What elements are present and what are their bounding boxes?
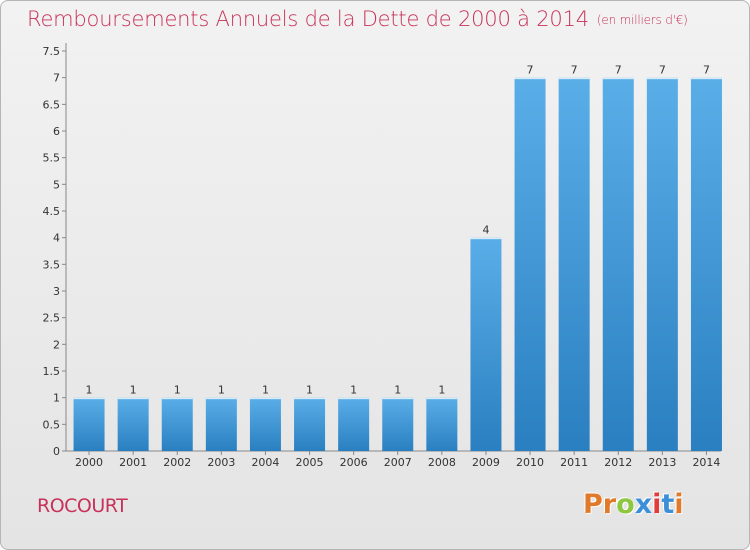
y-tick-label: 2	[53, 338, 60, 351]
y-tick-label: 6	[53, 125, 60, 138]
bar-top-highlight	[690, 77, 722, 80]
bar	[558, 77, 590, 452]
bar	[690, 77, 722, 452]
y-tick-label: 4	[53, 232, 60, 245]
logo-letter: i	[674, 489, 684, 520]
data-label: 1	[262, 384, 269, 397]
data-label: 1	[130, 384, 137, 397]
data-label: 1	[174, 384, 181, 397]
data-label: 7	[527, 64, 534, 77]
chart-subtitle: (en milliers d'€)	[596, 13, 688, 27]
y-tick-label: 7.5	[43, 45, 61, 58]
data-label: 7	[703, 64, 710, 77]
data-label: 4	[482, 224, 489, 237]
y-tick-label: 3.5	[43, 258, 61, 271]
bar	[426, 397, 458, 451]
x-tick-label: 2003	[207, 456, 235, 469]
y-tick-label: 0.5	[43, 418, 61, 431]
logo-letter: r	[602, 489, 617, 520]
x-tick-label: 2010	[516, 456, 544, 469]
data-label: 1	[394, 384, 401, 397]
bar-top-highlight	[426, 397, 458, 400]
bar-top-highlight	[205, 397, 237, 400]
bar	[470, 237, 502, 451]
bar-top-highlight	[117, 397, 149, 400]
data-label: 1	[350, 384, 357, 397]
bar	[73, 397, 105, 451]
y-tick-label: 1.5	[43, 365, 61, 378]
y-tick-label: 5.5	[43, 152, 61, 165]
bar-top-highlight	[558, 77, 590, 80]
logo-letter: o	[616, 489, 635, 520]
bar-top-highlight	[602, 77, 634, 80]
data-label: 7	[615, 64, 622, 77]
x-tick-label: 2012	[604, 456, 632, 469]
x-tick-label: 2005	[296, 456, 324, 469]
bar-top-highlight	[382, 397, 414, 400]
bar-top-highlight	[249, 397, 281, 400]
logo-letter: x	[634, 489, 653, 520]
logo-letter: i	[652, 489, 662, 520]
x-tick-label: 2001	[119, 456, 147, 469]
data-label: 1	[218, 384, 225, 397]
x-tick-label: 2011	[560, 456, 588, 469]
bar-top-highlight	[646, 77, 678, 80]
x-tick-label: 2007	[384, 456, 412, 469]
bar	[117, 397, 149, 451]
bar	[294, 397, 326, 451]
logo-letter: t	[661, 489, 675, 520]
x-tick-label: 2014	[692, 456, 720, 469]
data-label: 7	[571, 64, 578, 77]
bar	[382, 397, 414, 451]
x-tick-label: 2009	[472, 456, 500, 469]
bar	[514, 77, 546, 452]
y-tick-label: 1	[53, 392, 60, 405]
y-tick-label: 5	[53, 178, 60, 191]
bar-top-highlight	[338, 397, 370, 400]
data-label: 1	[86, 384, 93, 397]
bar	[602, 77, 634, 452]
town-name: ROCOURT	[37, 495, 128, 517]
data-label: 1	[306, 384, 313, 397]
bar	[646, 77, 678, 452]
data-label: 1	[438, 384, 445, 397]
x-tick-label: 2004	[251, 456, 279, 469]
chart-title-text: Remboursements Annuels de la Dette de 20…	[27, 7, 589, 31]
y-tick-label: 4.5	[43, 205, 61, 218]
y-tick-label: 6.5	[43, 98, 61, 111]
logo-letter: P	[583, 489, 603, 520]
bar	[205, 397, 237, 451]
x-tick-label: 2000	[75, 456, 103, 469]
x-tick-label: 2013	[648, 456, 676, 469]
bar-top-highlight	[161, 397, 193, 400]
bar	[338, 397, 370, 451]
data-label: 7	[659, 64, 666, 77]
chart-title: Remboursements Annuels de la Dette de 20…	[27, 7, 688, 31]
y-tick-label: 7	[53, 72, 60, 85]
bar-top-highlight	[514, 77, 546, 80]
y-tick-label: 0	[53, 445, 60, 458]
x-tick-label: 2006	[340, 456, 368, 469]
y-tick-label: 3	[53, 285, 60, 298]
bar	[161, 397, 193, 451]
bar-top-highlight	[470, 237, 502, 240]
bar-top-highlight	[73, 397, 105, 400]
proxiti-logo: Proxiti	[583, 489, 684, 520]
x-tick-label: 2008	[428, 456, 456, 469]
bar	[249, 397, 281, 451]
y-tick-label: 2.5	[43, 312, 61, 325]
bar-top-highlight	[294, 397, 326, 400]
x-tick-label: 2002	[163, 456, 191, 469]
